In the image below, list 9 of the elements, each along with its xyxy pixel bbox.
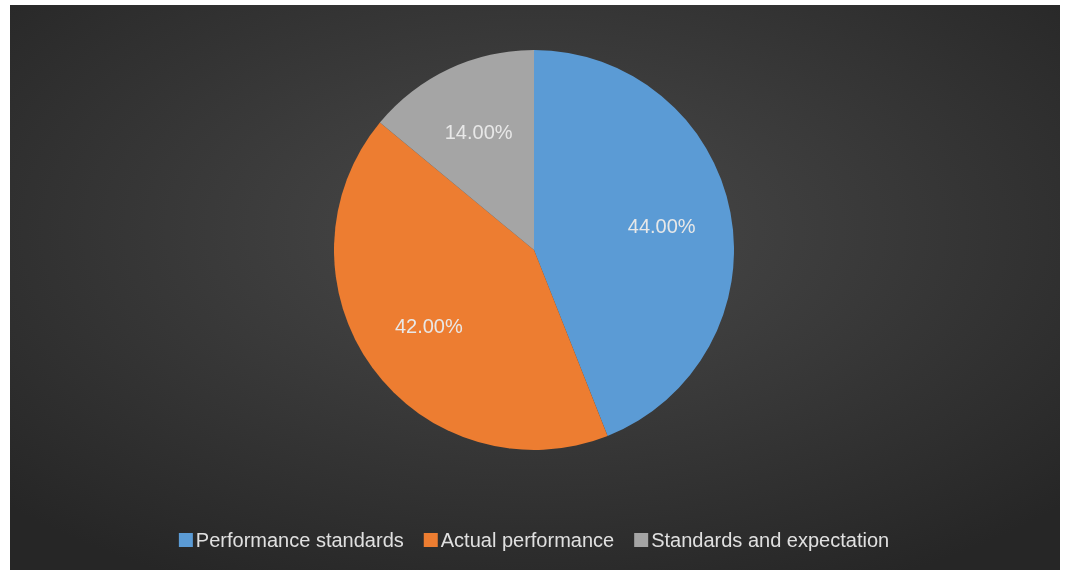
pie-slice [379,50,534,250]
pie-slice [534,50,734,436]
pie-slice [334,122,608,450]
legend-label: Actual performance [440,529,615,551]
data-label: 42.00% [394,315,463,338]
legend-label: Performance standards [195,529,404,551]
data-label: 44.00% [627,214,696,237]
data-label: 14.00% [444,121,513,144]
legend-label: Standards and expectation [651,529,890,551]
